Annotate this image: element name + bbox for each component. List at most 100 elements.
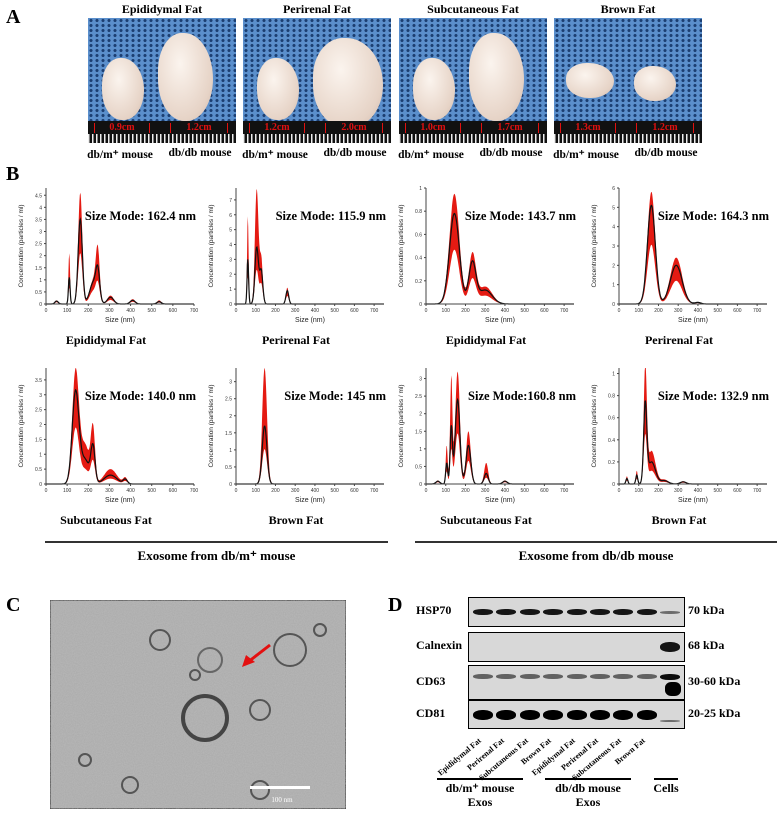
lane-group-line bbox=[654, 778, 678, 780]
label-dbdb: db/db mouse bbox=[168, 147, 232, 159]
scale-bar bbox=[250, 786, 310, 789]
y-axis-label: Concentration (particles / ml) bbox=[208, 204, 215, 287]
x-tick-label: 500 bbox=[713, 488, 722, 494]
y-tick-label: 3 bbox=[39, 230, 42, 236]
x-tick-label: 200 bbox=[84, 488, 93, 494]
y-tick-label: 0.5 bbox=[225, 465, 232, 471]
x-tick-label: 700 bbox=[560, 308, 569, 314]
length-left: 1.2cm bbox=[249, 123, 305, 133]
length-right: 2.0cm bbox=[325, 123, 383, 133]
y-axis-label: Concentration (particles / ml) bbox=[591, 204, 598, 287]
x-tick-label: 700 bbox=[370, 308, 379, 314]
x-tick-label: 100 bbox=[442, 488, 451, 494]
x-tick-label: 700 bbox=[190, 488, 199, 494]
tissue-photo: 0.9cm 1.2cm bbox=[88, 18, 236, 143]
nta-plot: 0 1 2 3 4 5 6 0 100 200 300 400 500 600 700 Size (nm) Co… bbox=[591, 186, 770, 324]
group-line-right bbox=[415, 541, 777, 543]
y-tick-label: 0.2 bbox=[608, 460, 615, 466]
y-tick-label: 0 bbox=[229, 302, 232, 308]
x-tick-label: 0 bbox=[618, 488, 621, 494]
y-tick-label: 5 bbox=[612, 205, 615, 211]
y-tick-label: 1 bbox=[229, 448, 232, 454]
plot-tissue-title: Brown Fat bbox=[651, 513, 707, 527]
y-tick-label: 1.5 bbox=[35, 266, 42, 272]
y-tick-label: 3 bbox=[229, 257, 232, 263]
y-tick-label: 0 bbox=[229, 482, 232, 488]
x-tick-label: 400 bbox=[501, 488, 510, 494]
mean-line bbox=[426, 212, 574, 305]
x-tick-label: 100 bbox=[635, 308, 644, 314]
blot-cd81 bbox=[468, 700, 685, 729]
y-tick-label: 0 bbox=[419, 302, 422, 308]
y-tick-label: 2.5 bbox=[35, 242, 42, 248]
y-axis-label: Concentration (particles / ml) bbox=[18, 204, 25, 287]
lane-group-line bbox=[437, 778, 523, 780]
x-tick-label: 600 bbox=[169, 488, 178, 494]
x-tick-label: 100 bbox=[63, 308, 72, 314]
y-tick-label: 3 bbox=[229, 380, 232, 386]
panel-d-label: D bbox=[388, 594, 403, 616]
y-tick-label: 0 bbox=[39, 302, 42, 308]
label-dbm: db/m⁺ mouse bbox=[553, 149, 619, 161]
y-tick-label: 1 bbox=[229, 287, 232, 293]
nta-plot: 0 0.5 1 1.5 2 2.5 3 3.5 4 4.5 0 100 200 300 400 500 600 7… bbox=[18, 188, 198, 324]
protein-label: CD81 bbox=[416, 705, 446, 720]
y-tick-label: 1.5 bbox=[35, 437, 42, 443]
x-axis-label: Size (nm) bbox=[678, 497, 708, 504]
x-tick-label: 400 bbox=[126, 488, 135, 494]
y-tick-label: 1 bbox=[419, 186, 422, 192]
y-tick-label: 1.5 bbox=[415, 429, 422, 435]
x-tick-label: 0 bbox=[45, 488, 48, 494]
size-mode-label: Size Mode: 164.3 nm bbox=[658, 209, 770, 223]
y-tick-label: 2 bbox=[229, 272, 232, 278]
y-tick-label: 0 bbox=[39, 482, 42, 488]
lane-group-line bbox=[545, 778, 631, 780]
y-tick-label: 0.6 bbox=[415, 232, 422, 238]
length-right: 1.7cm bbox=[481, 123, 539, 133]
plot-tissue-title: Subcutaneous Fat bbox=[440, 513, 532, 527]
y-tick-label: 2 bbox=[39, 423, 42, 429]
y-tick-label: 2.5 bbox=[35, 408, 42, 414]
confidence-band bbox=[426, 193, 574, 304]
lane-group-label: db/m⁺ mouse Exos bbox=[445, 781, 515, 809]
x-tick-label: 500 bbox=[713, 308, 722, 314]
confidence-band bbox=[619, 191, 767, 304]
y-tick-label: 4 bbox=[39, 205, 42, 211]
y-axis-label: Concentration (particles / ml) bbox=[208, 384, 215, 467]
confidence-band bbox=[236, 368, 384, 484]
x-tick-label: 600 bbox=[540, 488, 549, 494]
x-tick-label: 400 bbox=[501, 308, 510, 314]
y-tick-label: 2 bbox=[229, 414, 232, 420]
size-mode-label: Size Mode: 143.7 nm bbox=[465, 209, 577, 223]
scale-bar-label: 100 nm bbox=[271, 796, 293, 804]
y-tick-label: 0.8 bbox=[608, 394, 615, 400]
y-tick-label: 2 bbox=[612, 263, 615, 269]
x-tick-label: 400 bbox=[311, 308, 320, 314]
mean-line bbox=[46, 388, 194, 485]
x-tick-label: 700 bbox=[753, 488, 762, 494]
label-dbdb: db/db mouse bbox=[323, 147, 387, 159]
protein-label: CD63 bbox=[416, 673, 446, 688]
y-tick-label: 2.5 bbox=[225, 397, 232, 403]
blot-calnexin bbox=[468, 632, 685, 662]
y-tick-label: 1 bbox=[419, 447, 422, 453]
tissue-photo: 1.3cm 1.2cm bbox=[554, 18, 702, 143]
size-mode-label: Size Mode:160.8 nm bbox=[468, 389, 577, 403]
tissue-title: Epididymal Fat bbox=[121, 2, 203, 16]
y-tick-label: 0.4 bbox=[608, 438, 615, 444]
kda-label: 30-60 kDa bbox=[688, 673, 741, 688]
y-tick-label: 3 bbox=[39, 393, 42, 399]
y-tick-label: 2 bbox=[39, 254, 42, 260]
x-tick-label: 200 bbox=[84, 308, 93, 314]
x-tick-label: 200 bbox=[271, 488, 280, 494]
y-tick-label: 0 bbox=[612, 482, 615, 488]
blot-hsp70 bbox=[468, 597, 685, 627]
kda-label: 70 kDa bbox=[688, 603, 725, 617]
y-axis-label: Concentration (particles / ml) bbox=[18, 384, 25, 467]
panel-c-label: C bbox=[6, 594, 21, 616]
y-tick-label: 3.5 bbox=[35, 378, 42, 384]
y-tick-label: 3 bbox=[419, 377, 422, 383]
x-axis-label: Size (nm) bbox=[295, 317, 325, 324]
length-right: 1.2cm bbox=[170, 123, 228, 133]
